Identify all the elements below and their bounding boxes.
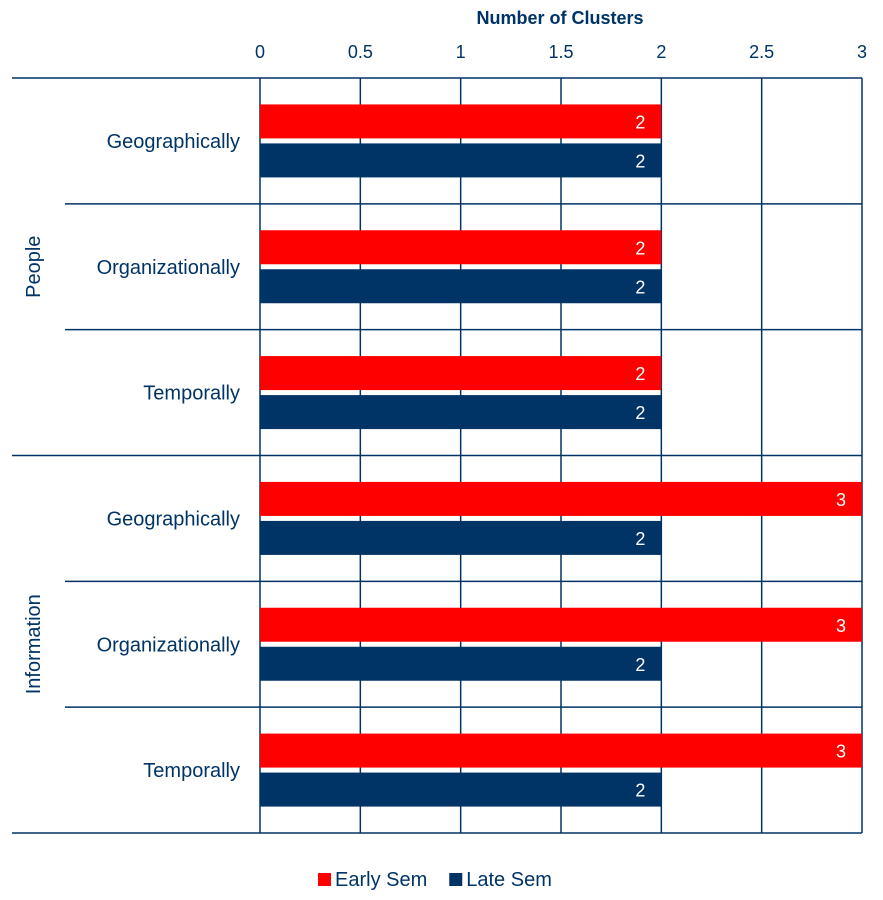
x-tick-label: 0.5 bbox=[348, 42, 373, 62]
x-tick-label: 1.5 bbox=[548, 42, 573, 62]
category-label: Temporally bbox=[143, 760, 240, 782]
category-labels: Geographically Organizationally Temporally… bbox=[97, 131, 240, 782]
bar-value-label: 3 bbox=[836, 616, 846, 636]
bar-value-label: 3 bbox=[836, 490, 846, 510]
bar-value-label: 2 bbox=[635, 403, 645, 423]
bar-value-label: 2 bbox=[635, 781, 645, 801]
bars: 2 2 2 2 2 2 3 2 3 2 3 2 bbox=[260, 104, 862, 807]
bar-late-sem bbox=[260, 772, 662, 807]
bar-value-label: 2 bbox=[635, 151, 645, 171]
bar-late-sem bbox=[260, 143, 662, 178]
legend-swatch bbox=[449, 873, 463, 886]
legend-label: Early Sem bbox=[335, 869, 427, 891]
x-axis-ticks: 0 0.5 1 1.5 2 2.5 3 bbox=[255, 42, 867, 62]
category-label: Organizationally bbox=[97, 257, 240, 279]
bar-early-sem bbox=[260, 230, 662, 265]
bar-late-sem bbox=[260, 395, 662, 430]
legend-swatch bbox=[318, 873, 331, 886]
bar-early-sem bbox=[260, 733, 862, 768]
legend-label: Late Sem bbox=[466, 869, 552, 891]
bar-late-sem bbox=[260, 646, 662, 681]
bar-early-sem bbox=[260, 356, 662, 391]
x-tick-label: 1 bbox=[456, 42, 466, 62]
bar-value-label: 2 bbox=[635, 277, 645, 297]
group-label: Information bbox=[23, 594, 45, 694]
bar-value-label: 3 bbox=[836, 742, 846, 762]
category-label: Organizationally bbox=[97, 634, 240, 656]
bar-early-sem bbox=[260, 104, 662, 139]
x-axis-title: Number of Clusters bbox=[476, 8, 643, 28]
x-tick-label: 0 bbox=[255, 42, 265, 62]
group-labels: People Information bbox=[23, 236, 45, 695]
group-label: People bbox=[23, 236, 45, 298]
x-tick-label: 2 bbox=[656, 42, 666, 62]
bar-early-sem bbox=[260, 481, 862, 516]
bar-early-sem bbox=[260, 607, 862, 642]
bar-late-sem bbox=[260, 269, 662, 304]
bar-value-label: 2 bbox=[635, 112, 645, 132]
category-label: Geographically bbox=[107, 508, 240, 530]
bar-value-label: 2 bbox=[635, 529, 645, 549]
bar-value-label: 2 bbox=[635, 238, 645, 258]
bar-late-sem bbox=[260, 520, 662, 555]
x-tick-label: 3 bbox=[857, 42, 867, 62]
gridlines bbox=[12, 77, 863, 834]
category-label: Geographically bbox=[107, 131, 240, 153]
x-tick-label: 2.5 bbox=[749, 42, 774, 62]
legend: Early Sem Late Sem bbox=[318, 869, 552, 891]
bar-value-label: 2 bbox=[635, 655, 645, 675]
bar-value-label: 2 bbox=[635, 364, 645, 384]
category-label: Temporally bbox=[143, 383, 240, 405]
